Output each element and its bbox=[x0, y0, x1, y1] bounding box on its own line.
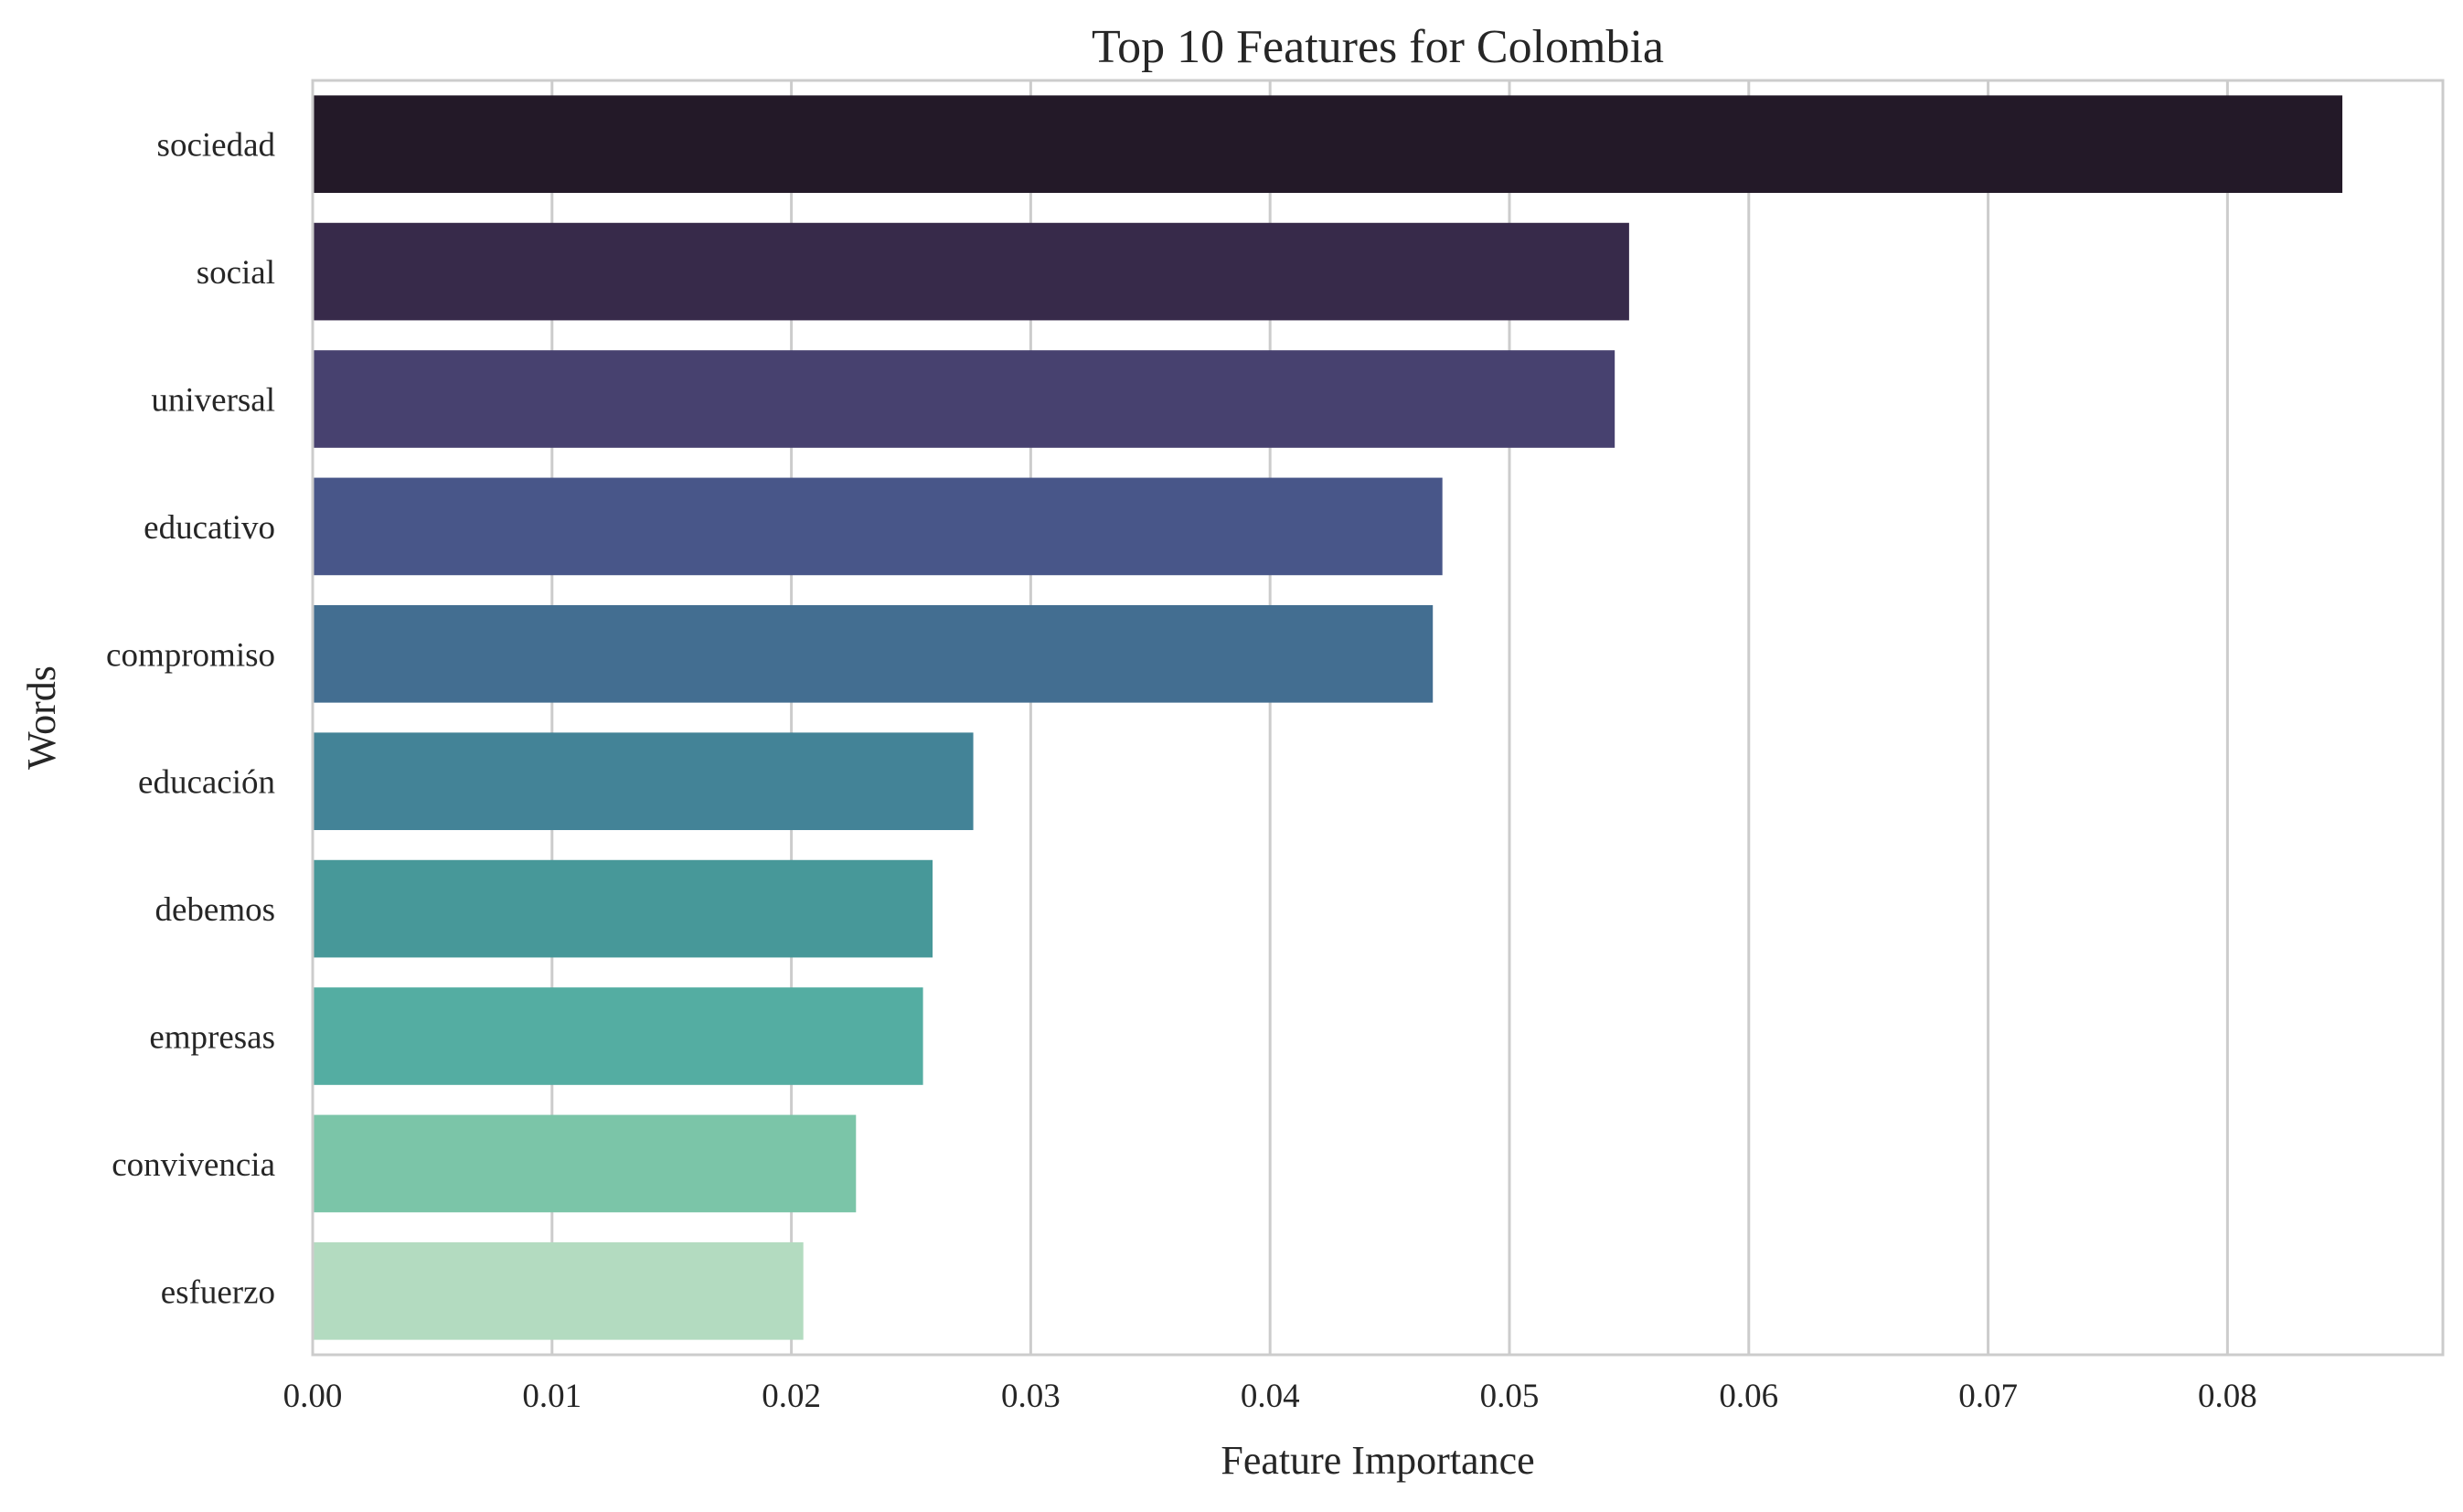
bar-universal bbox=[313, 350, 1615, 448]
x-tick-label: 0.05 bbox=[1480, 1378, 1540, 1415]
y-axis-label: Words bbox=[19, 665, 64, 770]
y-tick-labels: sociedad social universal educativo compromi… bbox=[106, 127, 275, 1312]
bar-sociedad bbox=[313, 95, 2343, 194]
bar-educativo bbox=[313, 477, 1443, 576]
plot-frame bbox=[311, 79, 2445, 1357]
y-tick-label: empresas bbox=[149, 1019, 275, 1057]
bar-esfuerzo bbox=[313, 1241, 804, 1340]
y-tick-label: educativo bbox=[144, 509, 275, 547]
chart-title: Top 10 Features for Colombia bbox=[1092, 21, 1664, 73]
bar-debemos bbox=[313, 859, 933, 958]
x-tick-label: 0.06 bbox=[1719, 1378, 1778, 1415]
x-tick-labels: 0.00 0.01 0.02 0.03 0.04 0.05 0.06 0.07 0.08 bbox=[283, 1378, 2257, 1415]
y-tick-label: educación bbox=[138, 764, 275, 802]
y-tick-label: debemos bbox=[155, 891, 275, 929]
y-tick-label: esfuerzo bbox=[161, 1273, 275, 1311]
y-tick-label: sociedad bbox=[157, 127, 276, 165]
y-tick-label: universal bbox=[151, 382, 275, 420]
bars bbox=[313, 95, 2343, 1340]
x-tick-label: 0.01 bbox=[522, 1378, 581, 1415]
y-tick-label: convivencia bbox=[112, 1146, 275, 1184]
x-axis-label: Feature Importance bbox=[1221, 1438, 1534, 1483]
bar-compromiso bbox=[313, 604, 1434, 703]
x-tick-label: 0.03 bbox=[1001, 1378, 1061, 1415]
x-tick-label: 0.02 bbox=[762, 1378, 821, 1415]
bar-empresas bbox=[313, 987, 923, 1085]
x-tick-label: 0.08 bbox=[2198, 1378, 2257, 1415]
x-tick-label: 0.07 bbox=[1958, 1378, 2018, 1415]
y-tick-label: compromiso bbox=[106, 636, 275, 674]
bar-educación bbox=[313, 732, 974, 831]
y-tick-label: social bbox=[197, 254, 275, 292]
x-tick-label: 0.00 bbox=[283, 1378, 343, 1415]
bar-social bbox=[313, 222, 1629, 321]
bar-convivencia bbox=[313, 1114, 857, 1213]
x-tick-label: 0.04 bbox=[1241, 1378, 1300, 1415]
